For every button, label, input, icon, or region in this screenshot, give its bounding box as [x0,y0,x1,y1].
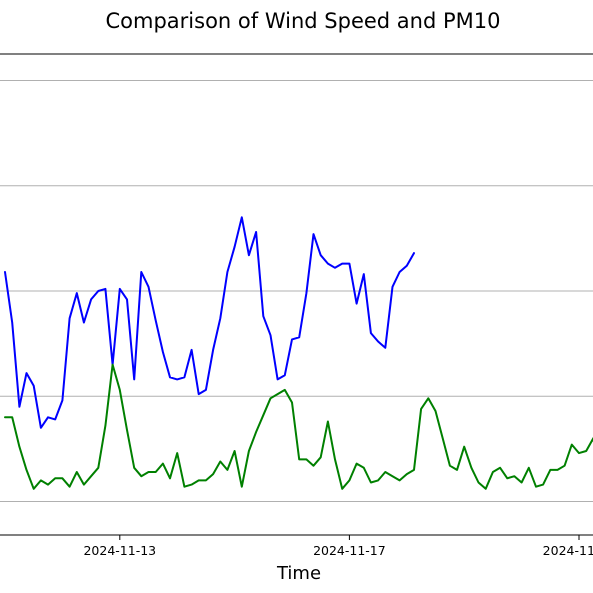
x-axis-label: Time [276,563,321,584]
series-line-0 [4,216,415,429]
x-tick-label-1: 2024-11-17 [313,543,386,558]
plot-frame [0,53,593,536]
x-tick-label-0: 2024-11-13 [83,543,156,558]
series-line-1 [4,363,593,490]
x-axis-ticks: 2024-11-13 2024-11-17 2024-11-21 [83,535,593,558]
chart-title: Comparison of Wind Speed and PM10 [106,9,501,33]
x-tick-label-2: 2024-11-21 [543,543,593,558]
series-lines [4,216,593,490]
